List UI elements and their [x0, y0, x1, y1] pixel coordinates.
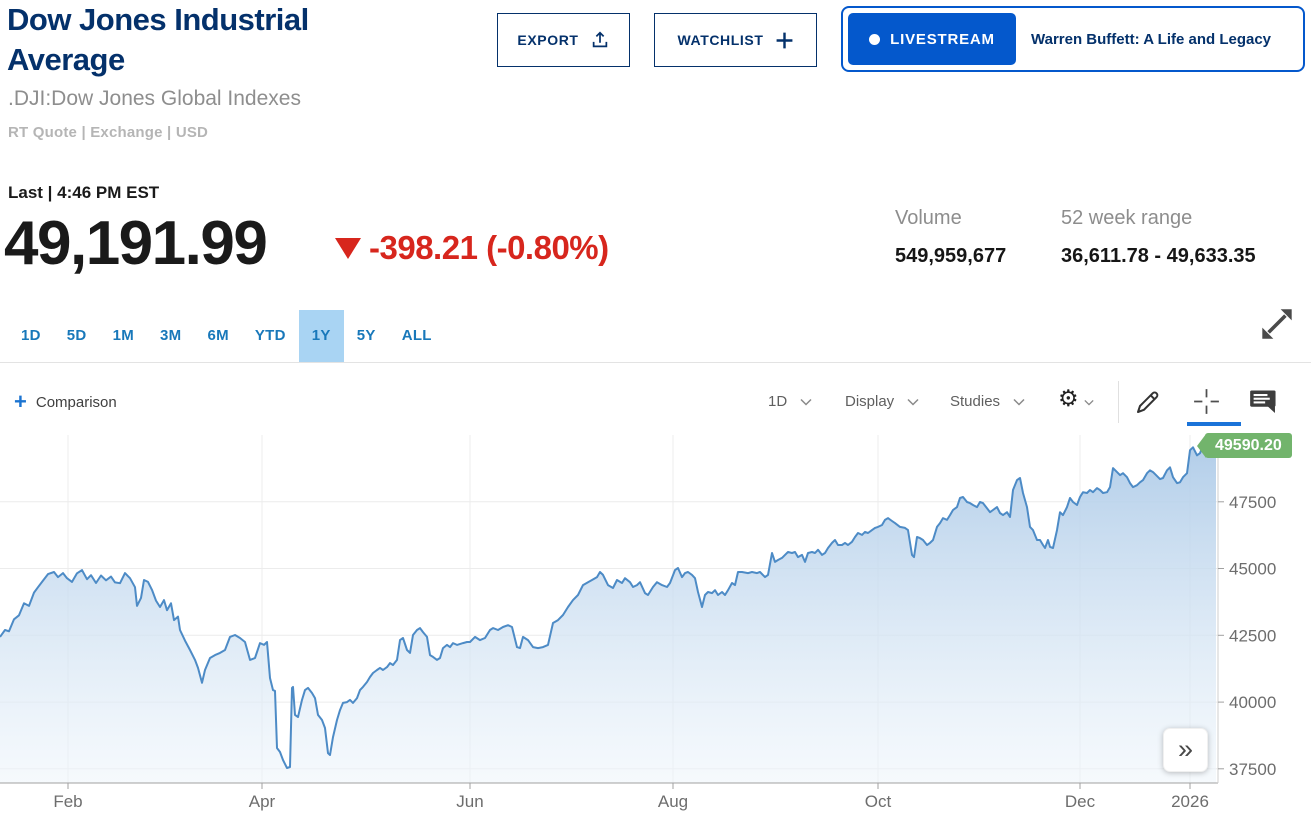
price-change: -398.21 (-0.80%): [369, 229, 609, 266]
interval-dropdown[interactable]: 1D: [768, 393, 812, 410]
active-tool-indicator: [1187, 422, 1241, 426]
axes: [0, 435, 1224, 789]
add-watchlist-button[interactable]: WATCHLIST: [654, 13, 817, 67]
range-tab-5y[interactable]: 5Y: [356, 327, 376, 344]
y-axis-labels: 37500 40000 42500 45000 47500: [1229, 493, 1276, 779]
display-label: Display: [845, 393, 895, 410]
last-timestamp: Last | 4:46 PM EST: [8, 183, 160, 202]
pencil-icon: [1137, 391, 1159, 413]
crosshair-icon: [1194, 389, 1219, 414]
page-title: Dow Jones Industrial Average: [7, 2, 309, 77]
export-button[interactable]: EXPORT: [497, 13, 630, 67]
chevron-down-icon: [800, 398, 812, 406]
livestream-button[interactable]: LIVESTREAM: [848, 13, 1016, 65]
range-tab-6m[interactable]: 6M: [207, 327, 229, 344]
svg-text:Jun: Jun: [456, 792, 483, 811]
down-triangle-icon: [335, 238, 361, 259]
price-chart[interactable]: Feb Apr Jun Aug Oct Dec 2026 37500 40000 42500 450…: [0, 430, 1311, 814]
studies-dropdown[interactable]: Studies: [950, 393, 1025, 410]
svg-text:Dec: Dec: [1065, 792, 1096, 811]
scroll-forward-button[interactable]: »: [1163, 728, 1208, 772]
svg-text:Aug: Aug: [658, 792, 688, 811]
last-price-flag: 49590.20: [1205, 433, 1292, 458]
last-price: 49,191.99: [4, 209, 268, 278]
52wk-range-value: 36,611.78 - 49,633.35: [1061, 245, 1256, 267]
watchlist-button-label: WATCHLIST: [677, 32, 764, 48]
range-tab-1m[interactable]: 1M: [112, 327, 134, 344]
add-comparison-button[interactable]: + Comparison: [14, 391, 117, 413]
expand-icon: [1262, 309, 1292, 339]
chevron-down-icon: [907, 398, 919, 406]
range-tab-1y[interactable]: 1Y: [298, 310, 344, 362]
volume-label: Volume: [895, 207, 962, 229]
livestream-button-label: LIVESTREAM: [890, 30, 995, 48]
svg-text:45000: 45000: [1229, 560, 1276, 579]
svg-text:Apr: Apr: [249, 792, 276, 811]
annotation-tool-button[interactable]: [1249, 388, 1279, 420]
tabs-divider: [0, 362, 1311, 363]
studies-label: Studies: [950, 393, 1001, 410]
range-tab-ytd[interactable]: YTD: [254, 327, 286, 344]
draw-tool-button[interactable]: [1132, 386, 1164, 423]
livestream-banner[interactable]: LIVESTREAM Warren Buffett: A Life and Le…: [841, 6, 1305, 72]
volume-value: 549,959,677: [895, 245, 1007, 267]
52wk-range-label: 52 week range: [1061, 207, 1193, 229]
range-tab-5d[interactable]: 5D: [66, 327, 87, 344]
range-tab-1d[interactable]: 1D: [21, 327, 41, 344]
range-tab-all[interactable]: ALL: [401, 327, 432, 344]
interval-value: 1D: [768, 393, 788, 410]
svg-text:47500: 47500: [1229, 493, 1276, 512]
livestream-title: Warren Buffett: A Life and Legacy: [1031, 30, 1272, 48]
svg-text:42500: 42500: [1229, 626, 1276, 645]
plus-icon: [776, 32, 792, 48]
live-dot-icon: [869, 33, 881, 45]
crosshair-tool-button[interactable]: [1191, 386, 1222, 422]
svg-text:2026: 2026: [1171, 792, 1209, 811]
svg-text:Oct: Oct: [865, 792, 892, 811]
svg-text:37500: 37500: [1229, 760, 1276, 779]
series-dji: [0, 444, 1217, 783]
comparison-label: Comparison: [35, 393, 117, 411]
chevron-down-icon: [1083, 399, 1094, 406]
fullscreen-expand-button[interactable]: [1256, 303, 1298, 345]
chevron-down-icon: [1013, 398, 1025, 406]
gear-icon: ⚙: [1058, 385, 1079, 411]
symbol-subtitle: .DJI:Dow Jones Global Indexes: [8, 87, 301, 110]
export-icon: [592, 31, 607, 48]
svg-text:40000: 40000: [1229, 693, 1276, 712]
toolbar-divider: [1118, 381, 1119, 423]
comparison-plus-icon: +: [14, 389, 27, 414]
x-axis-labels: Feb Apr Jun Aug Oct Dec 2026: [53, 792, 1209, 811]
comment-icon: [1250, 390, 1276, 414]
export-button-label: EXPORT: [517, 32, 579, 48]
time-range-tabs: 1D 5D 1M 3M 6M YTD 1Y 5Y ALL: [8, 310, 445, 362]
display-dropdown[interactable]: Display: [845, 393, 919, 410]
svg-text:Feb: Feb: [53, 792, 82, 811]
range-tab-3m[interactable]: 3M: [160, 327, 182, 344]
quote-meta: RT Quote | Exchange | USD: [8, 124, 209, 141]
chart-settings-dropdown[interactable]: ⚙: [1058, 385, 1094, 411]
